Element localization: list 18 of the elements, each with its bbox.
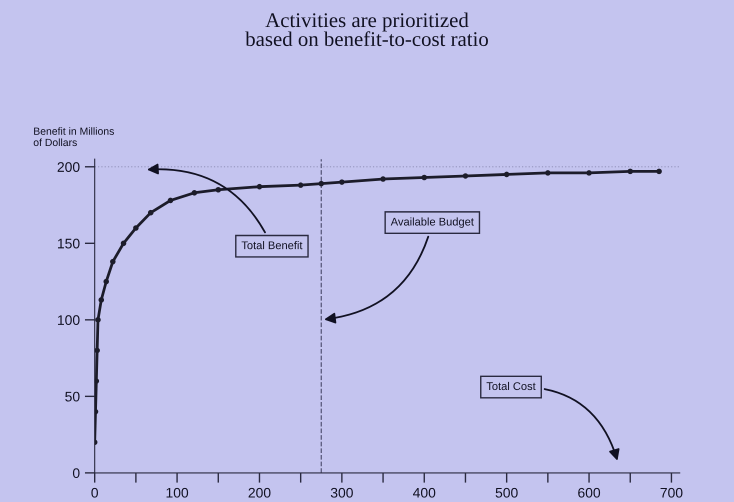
annotation: Total Cost [486, 382, 536, 390]
x-tick-label: 100 [166, 488, 188, 498]
y-tick-label: 150 [58, 238, 80, 248]
x-tick-label: 400 [412, 488, 436, 498]
x-tick-label: 500 [496, 488, 518, 498]
x-tick-label: 600 [578, 488, 600, 498]
x-tick-label: 0 [91, 488, 98, 498]
annotation: Available Budget [390, 217, 474, 228]
y-tick-label: 200 [58, 162, 80, 172]
x-tick-label: 200 [248, 488, 271, 498]
chart-title: Activities are prioritized based on benefit-to-cost ratio [245, 12, 488, 46]
y-tick-label: 50 [65, 392, 80, 402]
y-axis-title: Benefit in Millions of Dollars [34, 127, 114, 146]
x-tick-label: 700 [660, 488, 682, 498]
y-tick-label: 100 [58, 315, 80, 326]
x-tick-label: 300 [330, 488, 353, 498]
annotation: Total Benefit [242, 241, 302, 250]
y-tick-label: 0 [72, 468, 80, 478]
